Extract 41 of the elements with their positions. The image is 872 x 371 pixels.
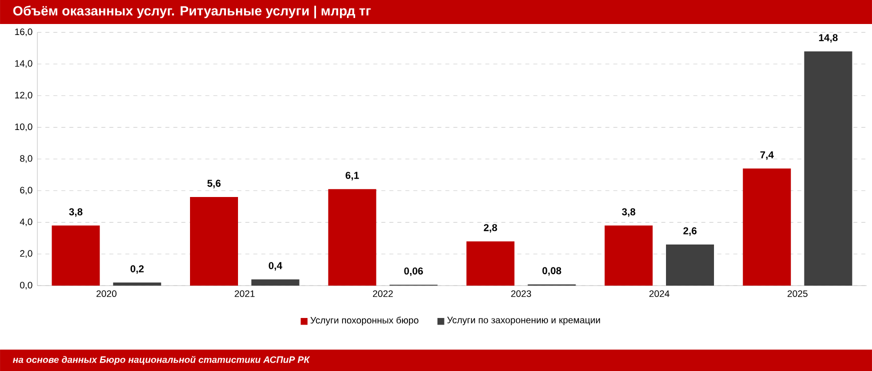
text: на основе данных Бюро национальной статистики АСПиР РК bbox=[12, 356, 310, 365]
data-label: 2,6 bbox=[683, 227, 697, 236]
x-tick-label: 2020 bbox=[96, 290, 116, 297]
data-label: 0,08 bbox=[542, 267, 562, 276]
y-tick-label: 16,0 bbox=[15, 28, 32, 36]
data-label: 6,1 bbox=[346, 172, 359, 180]
y-tick-label: 2,0 bbox=[20, 250, 32, 258]
legend-label: Услуги по захоронению и кремации bbox=[447, 316, 600, 326]
y-tick-label: 14,0 bbox=[15, 60, 32, 68]
bar bbox=[251, 279, 300, 286]
legend-label: Услуги похоронных бюро bbox=[310, 316, 418, 326]
data-label: 0,06 bbox=[404, 267, 423, 276]
data-label: 7,4 bbox=[760, 151, 774, 160]
bar bbox=[190, 196, 238, 286]
x-tick-label: 2024 bbox=[649, 290, 670, 297]
bar bbox=[52, 225, 100, 286]
y-tick-label: 6,0 bbox=[20, 186, 32, 195]
data-label: 0,4 bbox=[268, 262, 282, 271]
y-tick-label: 10,0 bbox=[15, 123, 32, 132]
x-tick-label: 2025 bbox=[788, 290, 808, 297]
y-tick-label: 12,0 bbox=[15, 92, 32, 100]
data-label: 2,8 bbox=[484, 224, 498, 233]
bar bbox=[742, 168, 791, 286]
chart-title: Объём оказанных услуг. Ритуальные услуги | млрд тг bbox=[13, 6, 371, 18]
x-tick-label: 2023 bbox=[511, 290, 532, 297]
bar bbox=[328, 189, 376, 286]
data-label: 0,2 bbox=[130, 265, 144, 274]
data-label: 3,8 bbox=[69, 208, 82, 217]
bar bbox=[113, 282, 162, 286]
y-tick-label: 0,0 bbox=[20, 282, 32, 290]
data-label: 3,8 bbox=[622, 208, 636, 217]
bar bbox=[804, 51, 852, 286]
x-tick-label: 2022 bbox=[372, 290, 393, 297]
y-tick-label: 8,0 bbox=[20, 155, 32, 163]
bar bbox=[604, 225, 653, 286]
bar bbox=[666, 244, 714, 286]
data-label: 5,6 bbox=[207, 180, 221, 188]
bar bbox=[466, 241, 514, 286]
data-label: 14,8 bbox=[819, 34, 838, 43]
y-tick-label: 4,0 bbox=[20, 218, 32, 226]
x-tick-label: 2021 bbox=[234, 290, 255, 297]
